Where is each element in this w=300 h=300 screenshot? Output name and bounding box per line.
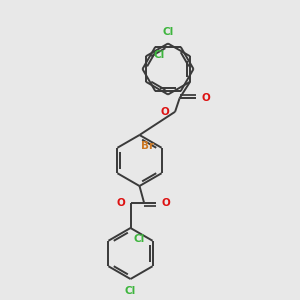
Text: O: O bbox=[161, 197, 170, 208]
Text: O: O bbox=[116, 197, 125, 208]
Text: Br: Br bbox=[141, 141, 154, 151]
Text: Cl: Cl bbox=[125, 286, 136, 296]
Text: Cl: Cl bbox=[162, 27, 174, 37]
Text: Cl: Cl bbox=[134, 234, 145, 244]
Text: Cl: Cl bbox=[153, 50, 165, 60]
Text: O: O bbox=[202, 93, 210, 103]
Text: O: O bbox=[161, 107, 170, 117]
